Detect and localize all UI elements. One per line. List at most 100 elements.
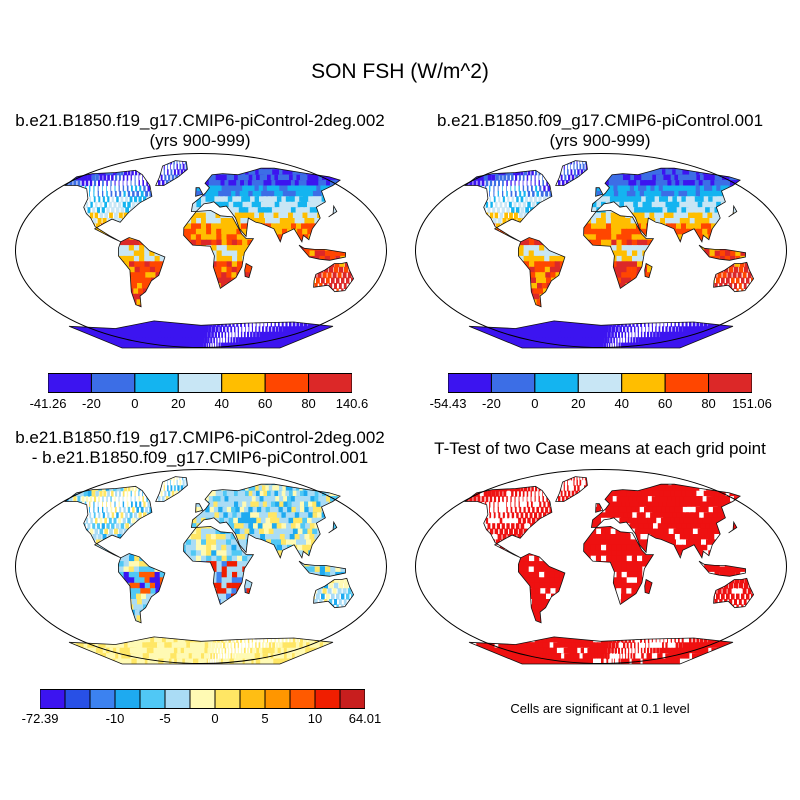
colorbar-box (189, 689, 216, 709)
globe-outline (415, 469, 787, 664)
colorbar-label: 64.01 (348, 711, 382, 726)
coastline-madagascar (644, 262, 653, 279)
colorbar-label: 20 (171, 396, 186, 411)
colorbar-label: 20 (571, 396, 586, 411)
coastline-australia (313, 261, 355, 293)
colorbar-box (239, 689, 266, 709)
coastline-africa (183, 209, 255, 290)
coastline-southAmerica (118, 237, 166, 308)
colorbar-label: 80 (701, 396, 716, 411)
coastline-madagascar (244, 262, 253, 279)
colorbar-box (289, 689, 316, 709)
coastline-greenland (155, 476, 188, 502)
panel-2-title: b.e21.B1850.f09_g17.CMIP6-piControl.001 … (400, 111, 800, 151)
figure-title: SON FSH (W/m^2) (311, 60, 489, 83)
map-panel-2 (415, 153, 787, 349)
colorbar-label: 40 (614, 396, 629, 411)
colorbar-box (64, 689, 91, 709)
colorbar-label: 80 (301, 396, 316, 411)
colorbar-label: -41.26 (29, 396, 67, 411)
panel-3-title-line2: - b.e21.B1850.f09_g17.CMIP6-piControl.00… (31, 448, 369, 467)
coastline-africa (583, 525, 655, 606)
globe-outline (15, 153, 387, 348)
globe-outline (415, 153, 787, 348)
coastline-madagascar (244, 578, 253, 595)
coastline-uk (595, 503, 604, 513)
map-panel-4 (415, 469, 787, 665)
colorbar-box (48, 373, 92, 393)
colorbar-label: 60 (257, 396, 273, 411)
colorbar-box (708, 373, 752, 393)
coastline-africa (583, 209, 655, 290)
colorbar-box (264, 373, 310, 393)
coastline-japan (328, 204, 338, 218)
colorbar-box (577, 373, 623, 393)
panel-4-title-line1: T-Test of two Case means at each grid po… (434, 439, 766, 458)
panel-3-title-line1: b.e21.B1850.f19_g17.CMIP6-piControl-2deg… (15, 428, 385, 447)
coastline-africa (183, 525, 255, 606)
significance-note: Cells are significant at 0.1 level (510, 701, 690, 716)
coastline-japan (728, 204, 738, 218)
colorbar-panel-2-labels: -54.43 -20 0 20 40 60 80 151.06 (430, 396, 772, 412)
colorbar-box (164, 689, 191, 709)
panel-4-title: T-Test of two Case means at each grid po… (400, 439, 800, 459)
colorbar-box (621, 373, 666, 393)
colorbar-box (90, 373, 136, 393)
coastline-indonesia (298, 560, 347, 577)
coastline-japan (328, 520, 338, 534)
coastline-indonesia (698, 244, 747, 261)
coastline-southAmerica (518, 237, 566, 308)
colorbar-box (308, 373, 352, 393)
colorbar-label: -10 (105, 711, 125, 726)
colorbar-box (490, 373, 536, 393)
panel-1-title-line1: b.e21.B1850.f19_g17.CMIP6-piControl-2deg… (15, 111, 385, 130)
colorbar-box (114, 689, 141, 709)
coastline-japan (728, 520, 738, 534)
panel-2-title-line2: (yrs 900-999) (549, 131, 651, 150)
coastline-uk (195, 503, 204, 513)
coastline-indonesia (298, 244, 347, 261)
coastline-greenland (555, 160, 588, 186)
coastline-uk (595, 187, 604, 197)
map-panel-3 (15, 469, 387, 665)
colorbar-label: 60 (657, 396, 673, 411)
panel-1-title-line2: (yrs 900-999) (149, 131, 251, 150)
colorbar-box (214, 689, 241, 709)
coastline-indonesia (698, 560, 747, 577)
globe-outline (15, 469, 387, 664)
colorbar-label: -20 (82, 396, 101, 411)
coastline-eurasia (590, 483, 741, 559)
colorbar-panel-3 (40, 689, 365, 709)
colorbar-label: 0 (211, 711, 219, 726)
panel-3-title: b.e21.B1850.f19_g17.CMIP6-piControl-2deg… (0, 428, 400, 468)
coastline-southAmerica (518, 553, 566, 624)
colorbar-panel-1-labels: -41.26 -20 0 20 40 60 80 140.6 (30, 396, 369, 412)
coastline-greenland (555, 476, 588, 502)
colorbar-box (89, 689, 116, 709)
colorbar-box (664, 373, 710, 393)
colorbar-box (40, 689, 66, 709)
map-panel-1 (15, 153, 387, 349)
colorbar-label: 0 (131, 396, 139, 411)
coastline-northAmerica (463, 169, 553, 243)
colorbar-box (134, 373, 179, 393)
colorbar-box (264, 689, 291, 709)
colorbar-label: -20 (482, 396, 501, 411)
colorbar-box (534, 373, 579, 393)
coastline-australia (313, 577, 355, 609)
panel-1-title: b.e21.B1850.f19_g17.CMIP6-piControl-2deg… (0, 111, 400, 151)
colorbar-box (314, 689, 341, 709)
coastline-australia (713, 577, 755, 609)
panel-2-title-line1: b.e21.B1850.f09_g17.CMIP6-piControl.001 (436, 111, 764, 130)
colorbar-box (139, 689, 166, 709)
colorbar-label: 0 (531, 396, 539, 411)
coastline-australia (713, 261, 755, 293)
colorbar-label: 140.6 (335, 396, 369, 411)
coastline-greenland (155, 160, 188, 186)
colorbar-label: -54.43 (429, 396, 467, 411)
coastline-northAmerica (63, 485, 153, 559)
colorbar-box (221, 373, 266, 393)
coastline-southAmerica (118, 553, 166, 624)
colorbar-label: -5 (159, 711, 171, 726)
coastline-eurasia (190, 167, 341, 243)
